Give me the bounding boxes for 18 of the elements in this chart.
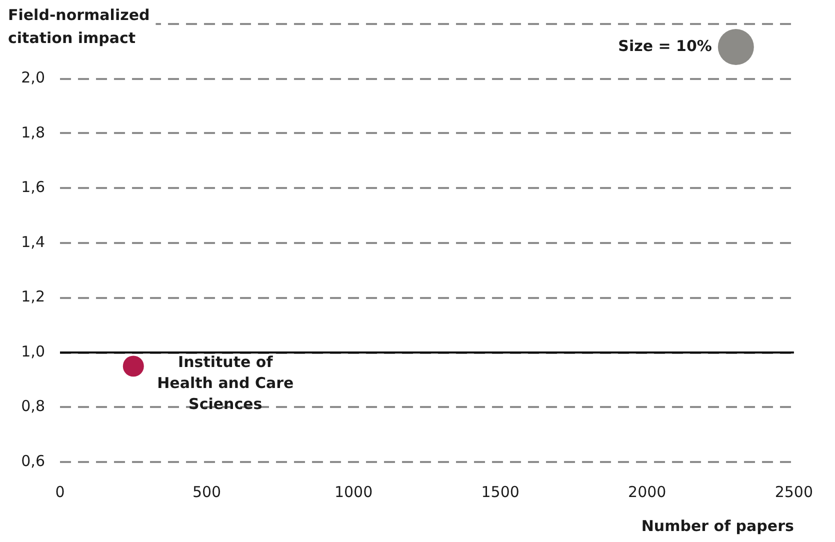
y-axis-title: Field-normalized citation impact (8, 6, 150, 47)
series-label: Institute of Health and Care Sciences (157, 353, 294, 414)
y-tick-label: 1,6 (21, 178, 45, 196)
x-tick-label: 500 (192, 482, 222, 501)
y-tick-label: 0,8 (21, 397, 45, 416)
x-tick-label: 1500 (481, 482, 520, 501)
y-tick-label: 1,0 (21, 342, 45, 360)
x-tick-label: 2500 (774, 482, 814, 501)
x-tick-label: 1000 (334, 482, 373, 501)
x-axis-title: Number of papers (641, 516, 794, 535)
y-tick-label: 1,4 (21, 232, 45, 251)
x-tick-label: 0 (55, 482, 65, 501)
y-tick-label: 0,6 (21, 452, 45, 470)
y-tick-label: 1,2 (21, 288, 45, 306)
y-tick-label: 2,0 (21, 68, 45, 87)
x-tick-label: 2000 (628, 482, 666, 501)
legend-label: Size = 10% (618, 36, 712, 55)
y-tick-label: 1,8 (21, 123, 45, 142)
